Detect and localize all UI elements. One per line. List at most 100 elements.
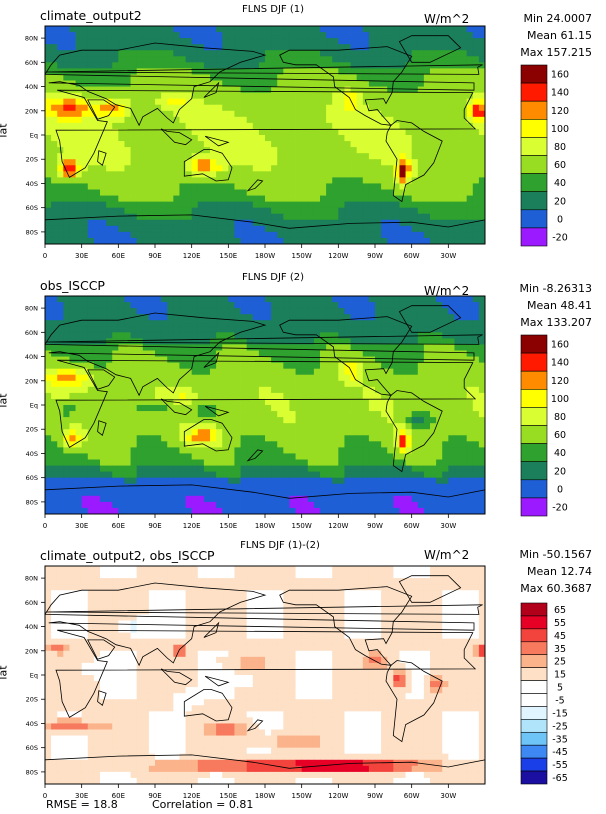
field-cell	[307, 302, 315, 309]
field-cell	[51, 356, 58, 364]
field-cell	[265, 356, 272, 364]
field-cell	[393, 459, 400, 466]
field-cell	[161, 201, 168, 209]
field-cell	[210, 368, 217, 376]
field-cell	[252, 110, 260, 118]
field-cell	[136, 171, 144, 178]
field-cell	[51, 183, 58, 190]
field-cell	[301, 207, 309, 215]
field-cell	[362, 350, 370, 357]
field-cell	[344, 237, 351, 245]
field-cell	[106, 447, 113, 454]
field-cell	[362, 423, 370, 430]
field-cell	[289, 110, 296, 118]
field-cell	[381, 98, 388, 106]
field-cell	[185, 417, 193, 424]
field-cell	[423, 374, 431, 382]
field-cell	[106, 429, 113, 436]
field-cell	[307, 141, 315, 148]
field-cell	[51, 417, 58, 424]
field-cell	[265, 104, 272, 112]
field-cell	[246, 471, 254, 479]
field-cell	[179, 296, 186, 303]
field-cell	[258, 92, 266, 100]
field-cell	[167, 26, 174, 33]
field-cell	[161, 189, 168, 196]
field-cell	[307, 38, 315, 45]
field-cell	[57, 483, 64, 491]
field-cell	[350, 32, 358, 39]
field-cell	[45, 116, 52, 124]
field-cell	[161, 368, 168, 376]
field-cell	[216, 356, 223, 364]
field-cell	[405, 104, 413, 112]
field-cell	[87, 62, 95, 69]
field-cell	[332, 380, 339, 388]
field-cell	[472, 98, 480, 106]
field-cell	[472, 392, 480, 400]
field-cell	[387, 177, 394, 184]
field-cell	[240, 237, 248, 245]
field-cell	[295, 32, 303, 39]
field-cell	[106, 320, 113, 327]
field-cell	[185, 326, 193, 333]
field-cell	[436, 56, 443, 63]
field-cell	[75, 135, 83, 142]
field-cell	[423, 195, 431, 203]
field-cell	[289, 62, 296, 69]
field-cell	[313, 183, 321, 190]
field-cell	[344, 314, 351, 321]
field-cell	[320, 171, 327, 178]
field-cell	[295, 398, 303, 406]
field-cell	[332, 116, 339, 124]
field-cell	[417, 80, 425, 87]
field-cell	[210, 453, 217, 460]
field-cell	[106, 392, 113, 400]
field-cell	[179, 110, 186, 118]
field-cell	[472, 483, 480, 491]
field-cell	[258, 374, 266, 382]
field-cell	[320, 26, 327, 33]
field-cell	[161, 177, 168, 184]
field-cell	[185, 110, 193, 118]
field-cell	[57, 332, 64, 339]
field-cell	[442, 171, 449, 178]
field-cell	[240, 183, 248, 190]
field-cell	[148, 32, 156, 39]
field-cell	[167, 471, 174, 479]
field-cell	[191, 98, 199, 106]
field-cell	[57, 231, 64, 239]
field-cell	[155, 320, 162, 327]
field-cell	[252, 231, 260, 239]
field-cell	[210, 441, 217, 448]
field-cell	[252, 423, 260, 430]
field-cell	[57, 392, 64, 400]
field-cell	[246, 104, 254, 112]
field-cell	[106, 86, 113, 94]
field-cell	[167, 417, 174, 424]
field-cell	[344, 189, 351, 196]
field-cell	[411, 141, 419, 148]
field-cell	[81, 453, 89, 460]
field-cell	[417, 104, 425, 112]
field-cell	[100, 459, 107, 466]
field-cell	[277, 195, 284, 203]
field-cell	[106, 26, 113, 33]
field-cell	[118, 86, 125, 94]
field-cell	[368, 338, 376, 345]
field-cell	[307, 453, 315, 460]
field-cell	[240, 231, 248, 239]
field-cell	[179, 314, 186, 321]
field-cell	[320, 338, 327, 345]
field-cell	[124, 44, 131, 51]
field-cell	[417, 380, 425, 388]
field-cell	[51, 423, 58, 430]
field-cell	[368, 195, 376, 203]
field-cell	[258, 165, 266, 172]
field-cell	[271, 122, 278, 130]
field-cell	[283, 104, 290, 112]
field-cell	[191, 147, 199, 154]
field-cell	[277, 38, 284, 45]
field-cell	[472, 344, 480, 351]
field-cell	[87, 104, 95, 112]
